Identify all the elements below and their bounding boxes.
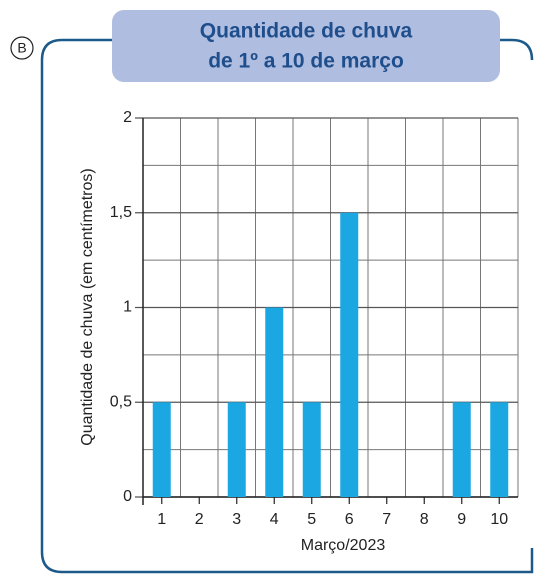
y-tick-label: 0,5 (110, 393, 132, 410)
chart-title: Quantidade de chuva (200, 20, 413, 43)
bar (302, 402, 321, 497)
x-axis-label: Março/2023 (301, 537, 386, 554)
chart-title: de 1º a 10 de março (208, 50, 404, 73)
bar (265, 307, 284, 497)
bar (452, 402, 471, 497)
x-tick-label: 4 (270, 511, 279, 528)
y-tick-label: 1,5 (110, 204, 132, 221)
y-tick-label: 1 (123, 299, 132, 316)
x-tick-label: 7 (382, 511, 391, 528)
x-tick-label: 9 (457, 511, 466, 528)
bar (152, 402, 171, 497)
bar (340, 212, 359, 497)
y-tick-label: 0 (123, 488, 132, 505)
x-tick-label: 1 (157, 511, 166, 528)
frame (40, 38, 534, 574)
label-circle (10, 36, 34, 60)
title-box (112, 10, 500, 82)
bar (227, 402, 246, 497)
x-tick-label: 3 (232, 511, 241, 528)
x-tick-label: 10 (490, 511, 508, 528)
x-tick-label: 6 (345, 511, 354, 528)
x-tick-label: 8 (420, 511, 429, 528)
x-tick-label: 2 (195, 511, 204, 528)
x-tick-label: 5 (307, 511, 316, 528)
bar (490, 402, 509, 497)
y-tick-label: 2 (123, 109, 132, 126)
panel-label: B (17, 40, 26, 56)
y-axis-label: Quantidade de chuva (em centímetros) (79, 168, 96, 445)
